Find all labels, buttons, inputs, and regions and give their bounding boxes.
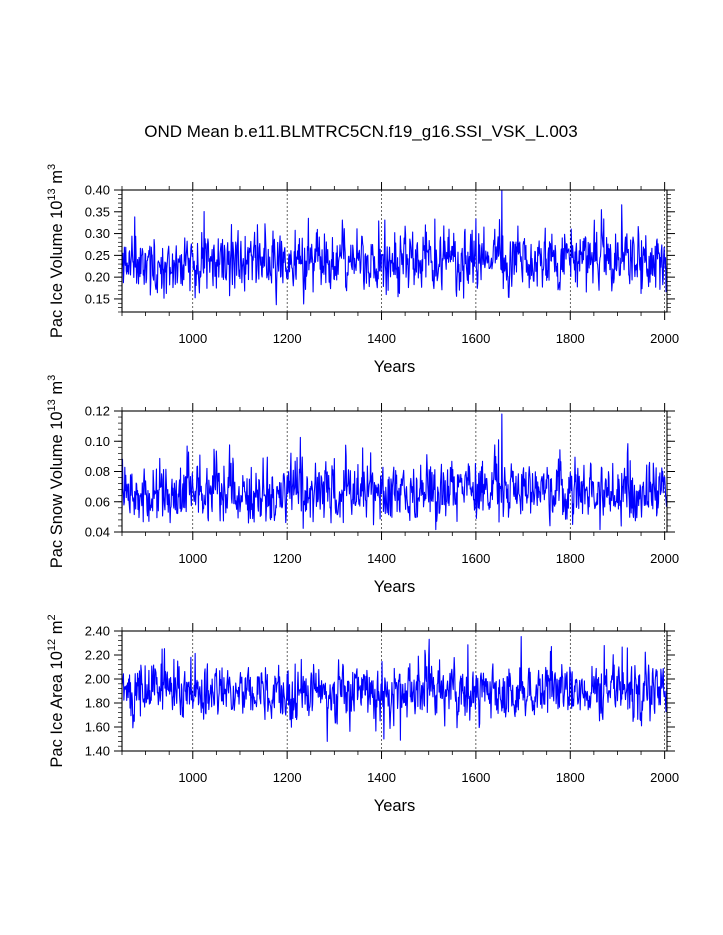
y-axis-title-part-ylabel_unit: m — [48, 381, 66, 399]
x-tick-label: 2000 — [650, 551, 679, 566]
x-tick-label: 1200 — [273, 551, 302, 566]
y-tick-label: 0.10 — [85, 434, 110, 449]
panels: 1000 1200 1400 1600 1800 2000 0.15 0.20 0.25 0.30… — [46, 164, 679, 815]
x-axis-title: Years — [374, 797, 416, 815]
y-tick-label: 0.04 — [85, 525, 110, 540]
y-tick-label: 0.06 — [85, 494, 110, 509]
x-tick-label: 1600 — [461, 770, 490, 785]
y-tick-label: 0.12 — [85, 404, 110, 419]
x-tick-label: 1800 — [556, 551, 585, 566]
y-axis-title-part-ylabel_exp: 13 — [46, 399, 58, 411]
plot-frame — [121, 630, 668, 752]
x-axis-title: Years — [374, 578, 416, 596]
figure-title: OND Mean b.e11.BLMTRC5CN.f19_g16.SSI_VSK… — [144, 122, 577, 141]
y-tick-label: 0.15 — [85, 291, 110, 306]
x-tick-label: 1000 — [178, 770, 207, 785]
y-axis-title-part-ylabel_exp: 12 — [46, 639, 58, 651]
x-tick-label: 2000 — [650, 331, 679, 346]
y-axis-title-part-ylabel_main: Pac Ice Area 10 — [48, 651, 66, 768]
y-axis-title-part-ylabel_unit: m — [48, 170, 66, 188]
x-tick-label: 2000 — [650, 770, 679, 785]
x-tick-label: 1600 — [461, 331, 490, 346]
y-axis-title-part-ylabel_unit: m — [48, 621, 66, 639]
x-tick-label: 1200 — [273, 331, 302, 346]
y-axis-title-part-ylabel_exp: 13 — [46, 188, 58, 200]
data-series-line — [121, 413, 668, 531]
x-tick-label: 1400 — [367, 331, 396, 346]
plot-frame — [121, 410, 668, 533]
x-tick-label: 1800 — [556, 770, 585, 785]
y-axis-title: Pac Snow Volume 1013 m3 — [46, 375, 66, 569]
y-tick-label: 0.08 — [85, 464, 110, 479]
y-tick-label: 2.20 — [85, 648, 110, 663]
y-tick-label: 2.00 — [85, 672, 110, 687]
y-tick-label: 0.35 — [85, 204, 110, 219]
chart-panel-2: 1000 1200 1400 1600 1800 2000 0.04 0.06 0.08 0.10… — [46, 375, 679, 596]
y-axis-title-part-ylabel_main: Pac Ice Volume 10 — [48, 201, 66, 339]
data-series-line — [121, 189, 668, 306]
y-tick-label: 1.80 — [85, 696, 110, 711]
x-axis-title: Years — [374, 358, 416, 376]
y-tick-label: 0.25 — [85, 248, 110, 263]
y-tick-label: 0.40 — [85, 183, 110, 198]
x-tick-label: 1000 — [178, 551, 207, 566]
y-tick-label: 2.40 — [85, 624, 110, 639]
y-axis-title-part-ylabel_unit_exp: 3 — [46, 164, 58, 170]
chart-panel-3: 1000 1200 1400 1600 1800 2000 1.40 1.60 1.80 2.00… — [46, 614, 679, 815]
x-tick-label: 1800 — [556, 331, 585, 346]
y-tick-label: 1.60 — [85, 720, 110, 735]
x-tick-label: 1200 — [273, 770, 302, 785]
y-tick-label: 0.20 — [85, 270, 110, 285]
y-axis-title-part-ylabel_unit_exp: 2 — [46, 614, 58, 620]
y-axis-title: Pac Ice Volume 1013 m3 — [46, 164, 66, 338]
y-tick-label: 1.40 — [85, 744, 110, 759]
y-axis-title-part-ylabel_main: Pac Snow Volume 10 — [48, 411, 66, 568]
x-tick-label: 1400 — [367, 551, 396, 566]
x-tick-label: 1600 — [461, 551, 490, 566]
data-series-line — [121, 636, 668, 742]
chart-panel-1: 1000 1200 1400 1600 1800 2000 0.15 0.20 0.25 0.30… — [46, 164, 679, 376]
y-axis-title-part-ylabel_unit_exp: 3 — [46, 375, 58, 381]
y-tick-label: 0.30 — [85, 226, 110, 241]
y-axis-title: Pac Ice Area 1012 m2 — [46, 614, 66, 767]
x-tick-label: 1000 — [178, 331, 207, 346]
x-tick-label: 1400 — [367, 770, 396, 785]
